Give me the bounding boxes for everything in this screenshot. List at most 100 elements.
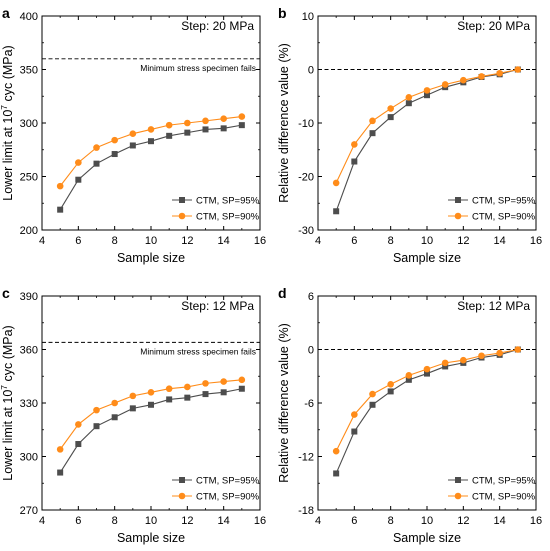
legend-label: CTM, SP=90% <box>196 212 260 223</box>
x-tick-label: 12 <box>181 235 193 247</box>
x-tick-label: 4 <box>315 515 321 527</box>
data-point <box>202 391 209 398</box>
x-tick-label: 6 <box>75 235 81 247</box>
data-point <box>369 390 376 398</box>
y-tick-label: -12 <box>298 452 314 464</box>
x-tick-label: 6 <box>75 515 81 527</box>
data-point <box>184 119 191 127</box>
y-tick-label: 300 <box>20 118 38 130</box>
data-point <box>514 346 522 353</box>
data-point <box>202 380 209 387</box>
series-line <box>335 348 518 452</box>
y-tick-label: -6 <box>304 398 314 410</box>
y-tick-label: 390 <box>20 291 38 303</box>
legend-marker <box>178 492 186 500</box>
data-point <box>496 69 503 77</box>
x-tick-label: 16 <box>530 515 542 527</box>
y-tick-label: 200 <box>20 225 38 237</box>
x-tick-label: 12 <box>457 235 469 247</box>
x-tick-label: 10 <box>145 515 157 527</box>
panel-letter: b <box>278 5 287 21</box>
data-point <box>165 121 173 129</box>
data-point <box>75 159 82 166</box>
x-tick-label: 6 <box>351 235 357 247</box>
legend-label: CTM, SP=95% <box>472 476 536 487</box>
panel-b: b 4 6 8 10 12 14 16 -30 -20 -10 0 10 Step: 20 MPa Samp… <box>277 5 542 265</box>
x-tick-label: 4 <box>315 235 321 247</box>
y-axis-label: Lower limit at 107 cyc (MPa) <box>0 45 15 200</box>
data-point <box>111 136 118 144</box>
data-point <box>441 81 449 88</box>
data-point <box>441 359 449 367</box>
data-point <box>333 470 340 477</box>
data-point <box>56 182 64 190</box>
y-tick-label: -18 <box>298 505 314 517</box>
panel-a: a Minimum stress specimen fails 4 6 8 10 12 14 1… <box>0 5 266 265</box>
x-tick-label: 10 <box>145 235 157 247</box>
x-tick-label: 6 <box>351 515 357 527</box>
legend-label: CTM, SP=90% <box>472 492 536 503</box>
data-point <box>369 401 376 408</box>
legend-label: CTM, SP=95% <box>472 196 536 207</box>
data-point <box>57 206 64 213</box>
data-point <box>405 94 413 101</box>
step-label: Step: 20 MPa <box>457 19 530 33</box>
data-point <box>93 144 100 151</box>
data-point <box>111 151 118 158</box>
data-point <box>478 352 485 360</box>
data-point <box>220 378 227 385</box>
y-tick-label: 250 <box>20 172 38 184</box>
y-tick-label: 0 <box>308 65 314 77</box>
data-point <box>351 428 358 435</box>
x-tick-label: 14 <box>494 235 506 247</box>
data-point <box>56 446 64 453</box>
series-line <box>335 68 518 184</box>
step-label: Step: 20 MPa <box>181 19 254 33</box>
x-tick-label: 10 <box>421 235 433 247</box>
legend-marker <box>178 212 186 220</box>
data-point <box>220 389 227 396</box>
y-tick-label: 6 <box>308 291 314 303</box>
data-point <box>238 113 246 120</box>
data-point <box>387 114 394 121</box>
data-point <box>165 385 173 393</box>
data-point <box>220 115 227 123</box>
x-tick-label: 16 <box>530 235 542 247</box>
legend-marker <box>454 212 462 220</box>
legend-marker <box>179 477 185 483</box>
x-axis-label: Sample size <box>117 531 185 545</box>
x-tick-label: 12 <box>181 515 193 527</box>
legend-label: CTM, SP=95% <box>196 196 260 207</box>
legend-marker <box>454 492 462 500</box>
legend-label: CTM, SP=95% <box>196 476 260 487</box>
data-point <box>166 132 173 139</box>
x-tick-label: 14 <box>218 515 230 527</box>
data-point <box>184 394 191 401</box>
reference-line-label: Minimum stress specimen fails <box>140 346 256 356</box>
x-axis-label: Sample size <box>117 251 185 265</box>
x-tick-label: 8 <box>112 235 118 247</box>
data-point <box>166 396 173 403</box>
legend-marker <box>455 197 461 203</box>
y-tick-label: -20 <box>298 172 314 184</box>
data-point <box>111 399 118 407</box>
x-tick-label: 4 <box>39 235 45 247</box>
x-axis-label: Sample size <box>393 251 461 265</box>
data-point <box>75 421 82 428</box>
data-point <box>387 388 394 395</box>
panel-c: c Minimum stress specimen fails 4 6 8 10 12 14 1… <box>0 285 266 545</box>
data-point <box>423 87 431 94</box>
y-axis-label: Relative difference value (%) <box>277 323 291 483</box>
y-tick-label: -10 <box>298 118 314 130</box>
data-point <box>387 105 394 112</box>
data-point <box>351 158 358 165</box>
data-point <box>129 392 137 400</box>
data-point <box>93 423 100 430</box>
data-point <box>148 138 154 145</box>
data-point <box>405 376 412 383</box>
data-point <box>332 447 340 455</box>
data-point <box>238 122 245 129</box>
legend-label: CTM, SP=90% <box>196 492 260 503</box>
y-tick-label: -30 <box>298 225 314 237</box>
